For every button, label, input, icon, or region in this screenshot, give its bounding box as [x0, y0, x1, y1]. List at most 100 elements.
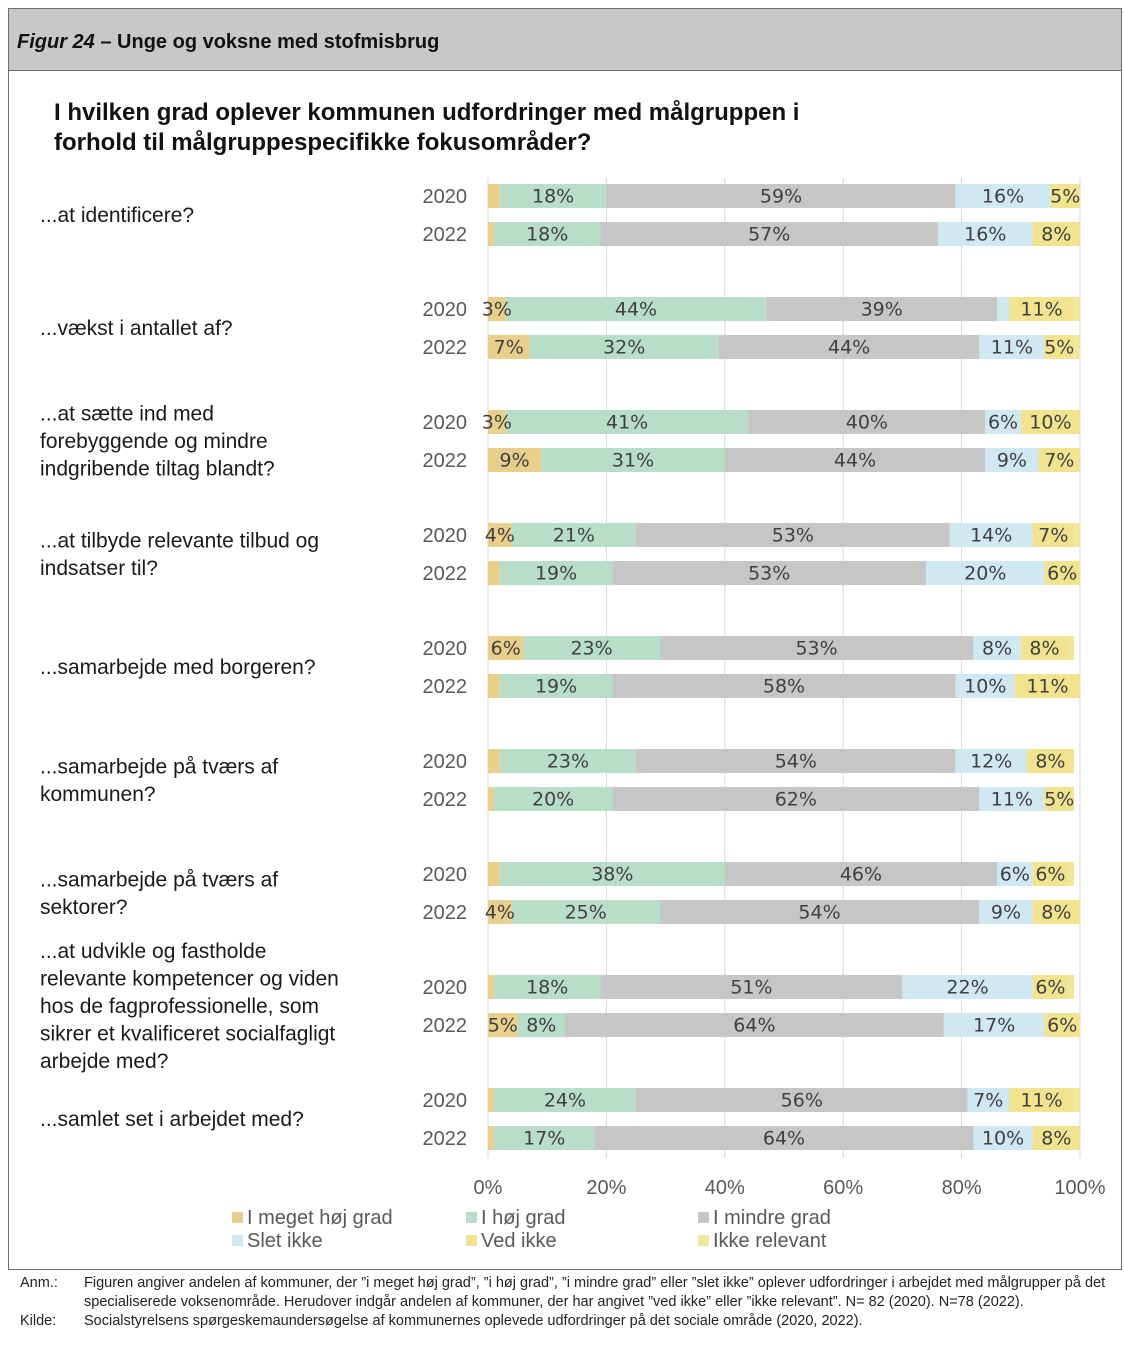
x-tick-label: 60%: [823, 1177, 863, 1199]
data-label: 10%: [1029, 412, 1071, 434]
bar-segment: [997, 297, 1009, 321]
data-label: 7%: [1044, 450, 1074, 472]
bar-segment: [902, 975, 1033, 999]
data-label: 12%: [970, 751, 1012, 773]
x-tick-label: 40%: [705, 1177, 745, 1199]
bar-segment: [1032, 862, 1069, 886]
bar-segment: [493, 1088, 636, 1112]
bar-segment: [612, 561, 927, 585]
bar-segment: [600, 975, 903, 999]
category-label: ...samarbejde på tværs af sektorer?: [40, 868, 278, 919]
bar-segment: [724, 448, 986, 472]
bar-segment: [973, 1126, 1033, 1150]
bar-segment: [1020, 410, 1080, 434]
chart-title-line: I hvilken grad oplever kommunen udfordri…: [54, 99, 800, 126]
year-label: 2022: [423, 450, 468, 472]
data-label: 8%: [1035, 751, 1065, 773]
data-label: 10%: [964, 676, 1006, 698]
gridlines: [487, 178, 1081, 1158]
data-label: 64%: [733, 1015, 775, 1037]
data-label: 8%: [1041, 902, 1071, 924]
category-label-line: indsatser til?: [40, 557, 158, 580]
data-label: 8%: [982, 638, 1012, 660]
data-label: 23%: [570, 638, 612, 660]
year-label: 2020: [423, 977, 468, 999]
bar-segment: [488, 749, 500, 773]
year-label: 2022: [423, 337, 468, 359]
data-label: 8%: [1041, 224, 1071, 246]
year-label: 2020: [423, 864, 468, 886]
bar-segment: [493, 787, 613, 811]
data-label: 5%: [1044, 337, 1074, 359]
bar-segment: [488, 862, 500, 886]
data-label: 8%: [526, 1015, 556, 1037]
data-label: 53%: [795, 638, 837, 660]
category-label: ...samarbejde på tværs af kommunen?: [40, 755, 278, 806]
data-label: 4%: [485, 902, 515, 924]
bar-segment: [1044, 1013, 1080, 1037]
data-label: 9%: [500, 450, 530, 472]
bar-segment: [488, 674, 500, 698]
data-label: 16%: [964, 224, 1006, 246]
data-label: 56%: [781, 1090, 823, 1112]
year-label: 2020: [423, 1090, 468, 1112]
bar-segment: [1044, 335, 1075, 359]
data-label: 11%: [1026, 676, 1068, 698]
legend-swatch: [466, 1212, 477, 1223]
data-label: 19%: [535, 563, 577, 585]
data-label: 54%: [798, 902, 840, 924]
data-label: 3%: [482, 299, 512, 321]
data-label: 22%: [946, 977, 988, 999]
data-label: 18%: [526, 977, 568, 999]
bar-segment: [511, 523, 636, 547]
year-label: 2022: [423, 789, 468, 811]
data-label: 11%: [991, 789, 1033, 811]
category-label-line: hos de fagprofessionelle, som: [40, 995, 319, 1018]
figure-number: Figur 24: [17, 31, 95, 53]
bar-segment: [612, 674, 956, 698]
category-label-line: ...vækst i antallet af?: [40, 317, 233, 340]
bar-segment: [488, 1013, 518, 1037]
note-anm: Anm.: Figuren angiver andelen af kommune…: [20, 1274, 1110, 1312]
year-label: 2022: [423, 902, 468, 924]
bar-segment: [488, 900, 512, 924]
bar-segment: [1038, 448, 1080, 472]
legend-swatch: [466, 1235, 477, 1246]
data-label: 59%: [760, 186, 802, 208]
category-label-line: ...samlet set i arbejdet med?: [40, 1108, 304, 1131]
data-label: 39%: [861, 299, 903, 321]
bar-segment: [967, 1088, 1009, 1112]
bar-segment: [926, 561, 1045, 585]
bar-segment: [499, 561, 613, 585]
legend-swatch: [232, 1235, 243, 1246]
data-label: 14%: [970, 525, 1012, 547]
legend-swatch: [698, 1235, 709, 1246]
bar-segment: [979, 335, 1045, 359]
data-label: 41%: [606, 412, 648, 434]
bar-segment: [488, 523, 512, 547]
bar-segment: [1050, 184, 1080, 208]
legend-label: Ved ikke: [481, 1230, 557, 1252]
bar-segment: [1020, 636, 1069, 660]
data-label: 16%: [982, 186, 1024, 208]
bar-segment: [955, 749, 1027, 773]
bar-segment: [949, 523, 1033, 547]
bar-segment: [636, 749, 956, 773]
category-label: ...at identificere?: [40, 204, 194, 227]
category-label: ...at tilbyde relevante tilbud og indsats…: [40, 529, 319, 580]
bar-segment: [488, 448, 542, 472]
bar-segment: [1032, 222, 1080, 246]
bar-segment: [1032, 1126, 1080, 1150]
category-label-line: kommunen?: [40, 783, 156, 806]
data-label: 9%: [991, 902, 1021, 924]
bar-segment: [488, 335, 530, 359]
bar-segment: [997, 862, 1033, 886]
bar-segment: [636, 523, 950, 547]
year-label: 2020: [423, 412, 468, 434]
category-label-line: forebyggende og mindre: [40, 430, 268, 453]
data-label: 20%: [964, 563, 1006, 585]
category-label-line: ...at sætte ind med: [40, 403, 214, 426]
category-label-line: sikrer et kvalificeret socialfagligt: [40, 1023, 335, 1046]
figure-title: Figur 24 – Unge og voksne med stofmisbru…: [17, 31, 439, 54]
category-label: ...at udvikle og fastholde relevante komp…: [40, 940, 339, 1073]
